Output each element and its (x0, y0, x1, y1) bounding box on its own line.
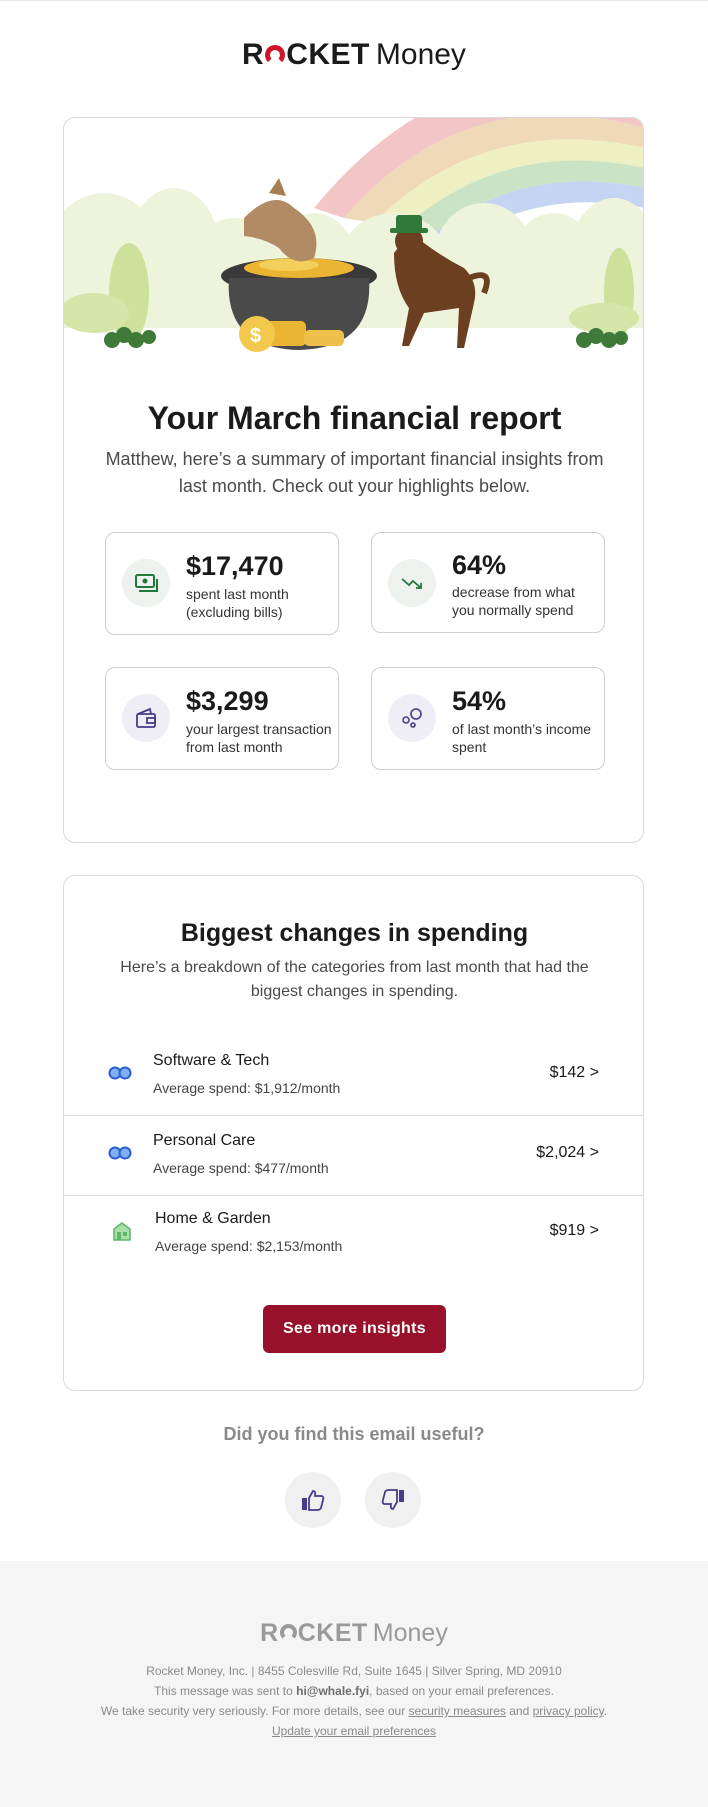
house-icon (113, 1222, 131, 1241)
category-name: Home & Garden (155, 1210, 271, 1227)
bubbles-icon (388, 694, 436, 742)
update-preferences-link[interactable]: Update your email preferences (271, 1724, 437, 1738)
pot-of-gold-icon: $ (221, 258, 377, 352)
thumbs-down-button[interactable] (365, 1472, 421, 1528)
stat-value: $17,470 (186, 551, 284, 581)
feedback-question: Did you find this email useful? (223, 1424, 485, 1444)
infinity-icon (108, 1146, 132, 1160)
category-average: Average spend: $2,153/month (155, 1238, 343, 1254)
category-amount-link[interactable]: $142 > (549, 1064, 599, 1081)
stat-description: of last month’s income spent (452, 721, 592, 755)
stat-value: 64% (452, 550, 507, 580)
dog-icon (390, 215, 490, 348)
footer-sent-to: This message was sent to hi@whale.fyi, b… (0, 1684, 708, 1698)
sent-suffix: , based on your email preferences. (369, 1684, 554, 1698)
stat-income-spent: 54% of last month’s income spent (371, 667, 605, 770)
thumbs-up-icon (302, 1490, 325, 1511)
footer-logo-r: R (260, 1619, 279, 1647)
stat-largest-transaction: $3,299 your largest transaction from las… (105, 667, 339, 770)
top-divider (0, 0, 708, 1)
thumbs-down-icon (381, 1489, 404, 1510)
trend-down-icon (388, 559, 436, 607)
category-row-home-garden[interactable]: Home & Garden Average spend: $2,153/mont… (64, 1194, 643, 1272)
footer-logo[interactable]: R CKET Money (0, 1619, 708, 1648)
report-subtitle: Matthew, here’s a summary of important f… (105, 449, 604, 496)
security-and: and (505, 1704, 533, 1718)
infinity-icon (108, 1066, 132, 1080)
security-measures-link[interactable]: security measures (408, 1704, 506, 1718)
svg-text:$: $ (250, 325, 261, 347)
spending-changes-card: Biggest changes in spending Here’s a bre… (63, 875, 644, 1391)
footer: R CKET Money Rocket Money, Inc. | 8455 Col… (0, 1561, 708, 1807)
logo-rocket-rest: CKET (286, 38, 370, 71)
privacy-policy-link[interactable]: privacy policy (532, 1704, 604, 1718)
category-name: Software & Tech (153, 1052, 270, 1069)
changes-title: Biggest changes in spending (180, 919, 529, 947)
logo-o-icon (265, 45, 286, 65)
stat-description: your largest transaction from last month (186, 721, 332, 755)
footer-update: Update your email preferences (0, 1724, 708, 1738)
thumbs-up-button[interactable] (285, 1472, 341, 1528)
footer-logo-o-icon (279, 1624, 297, 1641)
footer-logo-rest: CKET (297, 1619, 368, 1647)
hero-illustration: $ (64, 118, 643, 352)
row-divider (64, 1195, 643, 1196)
stat-description: decrease from what you normally spend (452, 584, 575, 618)
stat-spent-last-month: $17,470 spent last month (excluding bill… (105, 532, 339, 635)
see-more-insights-button[interactable]: See more insights (263, 1305, 446, 1353)
sent-prefix: This message was sent to (154, 1684, 297, 1698)
category-row-personal-care[interactable]: Personal Care Average spend: $477/month … (64, 1116, 643, 1194)
financial-report-card: $ Your March financial report Matthew, h… (63, 117, 644, 843)
category-row-software-tech[interactable]: Software & Tech Average spend: $1,912/mo… (64, 1036, 643, 1114)
category-amount-link[interactable]: $2,024 > (536, 1144, 599, 1161)
footer-address: Rocket Money, Inc. | 8455 Colesville Rd,… (146, 1664, 562, 1678)
sent-email: hi@whale.fyi (296, 1684, 370, 1698)
security-prefix: We take security very seriously. For mor… (100, 1704, 409, 1718)
category-amount-link[interactable]: $919 > (549, 1222, 599, 1239)
footer-security: We take security very seriously. For mor… (0, 1704, 708, 1718)
stat-value: $3,299 (186, 686, 269, 716)
row-divider (64, 1115, 643, 1116)
report-title: Your March financial report (147, 400, 562, 436)
wallet-icon (122, 694, 170, 742)
changes-subtitle: Here’s a breakdown of the categories fro… (120, 959, 589, 1000)
security-end: . (603, 1704, 608, 1718)
cash-icon (122, 559, 170, 607)
category-average: Average spend: $477/month (153, 1160, 329, 1176)
rocket-money-logo[interactable]: R CKET Money (0, 38, 708, 78)
stat-description: spent last month (excluding bills) (186, 586, 289, 620)
logo-rocket-r: R (242, 38, 265, 71)
stat-decrease: 64% decrease from what you normally spen… (371, 532, 605, 633)
stat-value: 54% (452, 686, 507, 716)
footer-logo-money: Money (372, 1619, 448, 1647)
logo-money: Money (375, 38, 466, 71)
category-average: Average spend: $1,912/month (153, 1080, 341, 1096)
category-name: Personal Care (153, 1132, 256, 1149)
